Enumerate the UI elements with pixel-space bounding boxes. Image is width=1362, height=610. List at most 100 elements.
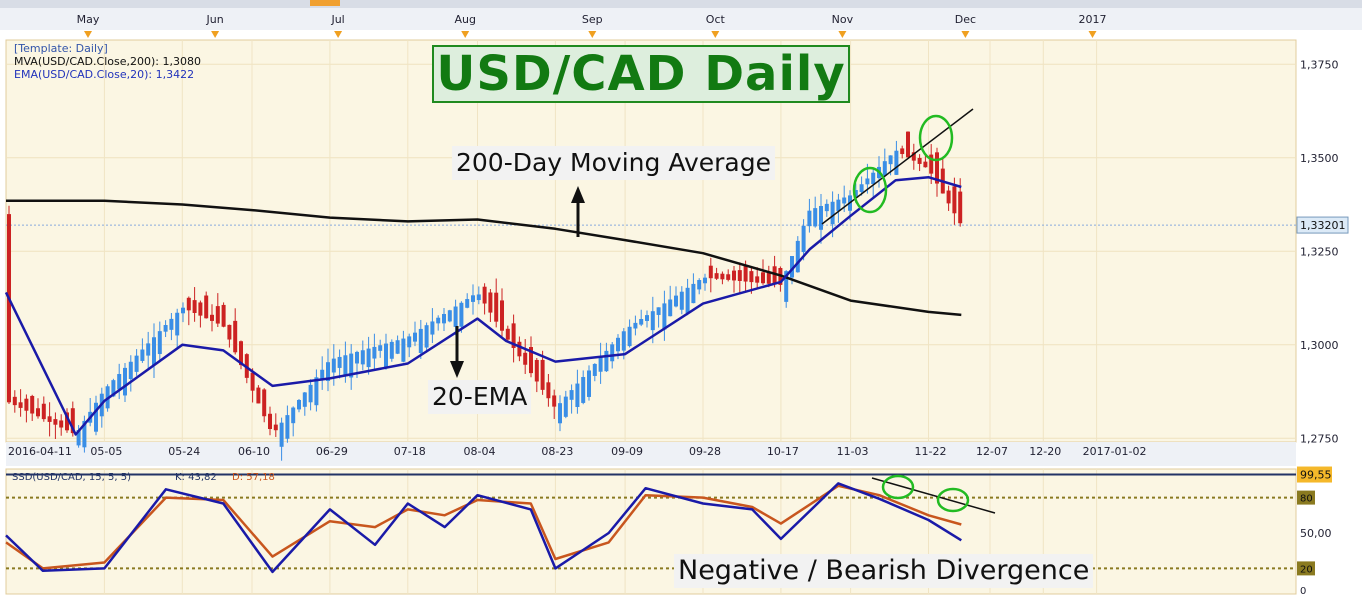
candle-body (337, 356, 342, 368)
candle-body (59, 420, 64, 428)
price-tick-label: 1,3500 (1300, 152, 1339, 165)
candle-body (517, 341, 522, 357)
price-tick-label: 1,3000 (1300, 339, 1339, 352)
date-label: 06-10 (238, 445, 270, 458)
ma200-line (6, 199, 962, 317)
candle-body (766, 272, 771, 284)
candle-body (326, 362, 330, 381)
candle-body (476, 294, 481, 301)
candle-body (488, 292, 493, 313)
candle-body (378, 345, 383, 351)
candle-body (627, 326, 632, 347)
month-marker-icon (588, 31, 597, 38)
candle-body (859, 184, 864, 193)
date-label: 11-03 (837, 445, 869, 458)
price-trendline (821, 108, 974, 225)
date-label: 11-22 (915, 445, 947, 458)
candle-body (523, 352, 528, 365)
highlight-circle (852, 166, 888, 214)
candle-body (279, 422, 284, 447)
candle-body (645, 315, 649, 321)
month-marker-icon (334, 31, 343, 38)
price-plot-area (5, 39, 1297, 443)
candle-body (929, 154, 934, 174)
candle-body (221, 304, 226, 327)
candle-body (146, 343, 151, 356)
ema20-annotation: 20-EMA (428, 380, 532, 414)
candle-body (471, 295, 475, 302)
template-label: [Template: Daily] (14, 42, 108, 55)
candle-body (349, 353, 354, 378)
candle-body (285, 415, 290, 439)
candle-body (227, 324, 232, 340)
candle-body (453, 306, 458, 327)
last-price-tag-label: 1,33201 (1300, 219, 1346, 232)
candle-body (331, 358, 336, 373)
candle-body (668, 299, 673, 317)
highlight-circle (936, 487, 970, 513)
date-label: 06-29 (316, 445, 348, 458)
ema20-line (4, 175, 962, 436)
candle-body (308, 384, 313, 403)
candle-body (906, 131, 910, 158)
chart-title: USD/CAD Daily (436, 46, 846, 102)
month-marker-icon (84, 31, 92, 38)
candle-body (691, 283, 696, 304)
scrollbar-thumb (310, 0, 340, 6)
candle-body (111, 380, 116, 397)
candle-body (819, 205, 823, 230)
candle-body (563, 396, 568, 417)
ema-legend: EMA(USD/CAD.Close,20): 1,3422 (14, 68, 195, 81)
candle-body (389, 341, 394, 359)
candle-body (633, 322, 638, 329)
divergence-annotation: Negative / Bearish Divergence (674, 554, 1094, 588)
osc-tick-label: 20 (1300, 564, 1313, 575)
oscillator-trendline (871, 477, 996, 514)
date-label: 2016-04-11 (8, 445, 72, 458)
date-label: 12-20 (1029, 445, 1061, 458)
candle-body (140, 349, 145, 361)
candle-body (639, 318, 644, 325)
candle-body (262, 389, 267, 417)
k-line (5, 482, 962, 574)
candle-body (157, 331, 162, 355)
candle-body (482, 286, 487, 304)
date-label: 05-24 (168, 445, 200, 458)
d-value-label: D: 57,18 (232, 472, 275, 483)
candle-body (621, 331, 626, 351)
candle-body (830, 201, 835, 225)
candle-body (853, 190, 858, 198)
candle-body (181, 307, 185, 314)
candle-body (384, 343, 388, 368)
candle-body (123, 367, 127, 396)
k-value-label: K: 43,82 (175, 472, 217, 483)
candle-body (935, 152, 939, 184)
last-price-tag (1296, 216, 1349, 234)
candle-body (418, 328, 423, 354)
osc-tick-label: 50,00 (1300, 527, 1332, 540)
candle-body (720, 273, 725, 280)
candle-body (24, 398, 29, 411)
candle-body (210, 314, 214, 321)
osc-tick-label: 0 (1300, 586, 1306, 597)
ma200-annotation: 200-Day Moving Average (452, 146, 775, 180)
month-marker-icon (461, 31, 470, 38)
candle-body (436, 317, 441, 324)
month-label: Sep (582, 13, 603, 26)
month-label: Aug (454, 13, 475, 26)
month-axis-band (0, 8, 1362, 30)
candle-body (407, 336, 412, 348)
date-label: 09-09 (611, 445, 643, 458)
candle-body (598, 357, 603, 372)
candle-body (575, 383, 580, 408)
date-label: 12-07 (976, 445, 1008, 458)
candle-body (587, 370, 591, 397)
candle-body (726, 274, 731, 280)
candle-body (842, 197, 847, 204)
candle-body (546, 382, 551, 399)
price-tick-label: 1,3250 (1300, 245, 1339, 258)
oscillator-name: SSD(USD/CAD, 15, 5, 5) (12, 472, 131, 483)
candle-body (94, 402, 98, 432)
candle-body (343, 355, 348, 375)
